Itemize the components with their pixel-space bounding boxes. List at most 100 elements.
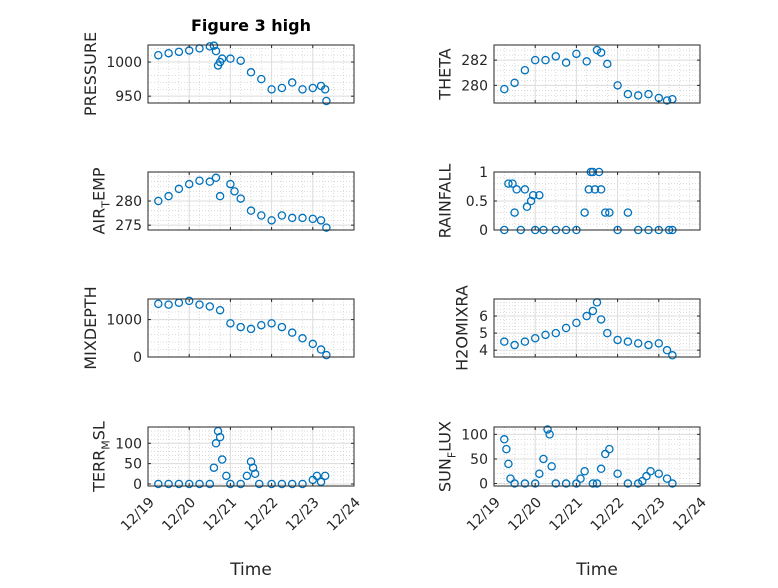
axes-box [493,44,701,104]
data-point [668,479,677,488]
data-point [500,337,509,346]
data-point [545,430,554,439]
data-point [174,47,184,57]
data-point [257,320,266,330]
data-point [287,78,297,87]
data-point [322,96,331,106]
axes-box [147,298,355,358]
data-point [510,78,519,88]
x-tick-label: 12/23 [629,495,669,535]
data-point [217,455,227,464]
data-point [623,337,633,346]
data-point [320,471,330,481]
data-point [520,337,530,346]
data-point [510,479,519,488]
subplot-1: 950 1000 PRESSURE Figure 3 high [81,16,355,116]
y-tick-label: 100 [115,436,142,452]
data-point [205,177,215,186]
data-point [322,350,331,360]
data-point [654,339,664,348]
plot-area [494,299,700,357]
data-point [605,208,614,217]
data-point [298,213,307,223]
x-axis-label: Time [229,560,272,580]
data-point [662,474,672,483]
data-point [226,54,235,63]
data-point [535,190,544,200]
data-point [236,322,245,332]
y-axis-label: TERRMSL [90,421,113,493]
subplot-4: 0 0.5 1 RAINFALL [436,164,701,239]
data-point [154,299,163,309]
data-point [164,479,173,489]
data-point [267,319,276,328]
data-point [164,48,173,58]
data-point [277,322,287,332]
data-point [576,474,585,483]
data-point [528,190,538,200]
data-point [174,184,184,194]
axes-box [147,426,355,487]
data-point [195,479,204,489]
data-point [316,216,326,225]
x-tick-label: 12/21 [546,495,586,535]
axes-box [493,426,701,487]
data-point [638,476,647,486]
data-point [298,334,307,343]
data-point [222,471,231,481]
data-point [520,185,530,194]
data-point [572,318,581,328]
data-point [502,444,511,454]
data-point [246,324,256,334]
y-tick-label: 1000 [106,313,142,329]
data-point [600,449,610,459]
data-point [154,479,163,489]
data-point [646,466,655,476]
y-tick-label: 0 [133,350,142,366]
data-point [298,479,307,489]
data-point [320,85,330,94]
data-point [623,89,633,99]
x-tick-label: 12/20 [505,495,545,535]
axes-box [147,44,355,104]
data-point [164,300,173,309]
data-point [308,83,318,93]
plot-area [148,45,354,103]
y-axis-label: SUNFLUX [436,421,459,492]
data-point [510,340,519,350]
y-axis-label: AIRTEMP [90,167,113,234]
y-tick-label: 1 [479,165,488,181]
data-point [561,58,571,67]
data-point [287,213,297,223]
y-tick-label: 950 [115,89,142,105]
y-tick-label: 280 [461,78,488,94]
data-point [257,211,266,220]
y-tick-label: 0 [479,477,488,493]
y-tick-label: 100 [461,427,488,443]
data-point [590,185,600,194]
data-point [530,55,540,65]
data-point [246,68,256,77]
data-point [613,335,622,345]
data-point [322,223,331,232]
data-point [236,479,245,489]
y-tick-label: 1000 [106,55,142,71]
y-tick-label: 5 [479,326,488,342]
x-axis-label: Time [575,560,618,580]
data-point [308,214,318,224]
y-tick-label: 50 [124,457,142,473]
data-point [572,49,581,59]
y-tick-label: 282 [461,53,488,69]
data-point [236,56,245,65]
data-point [642,471,651,481]
data-point [257,74,266,84]
data-point [287,479,297,489]
subplot-2: 280 282 THETA [436,44,701,105]
data-point [644,89,653,99]
data-point [588,306,598,316]
data-point [582,311,591,321]
data-point [500,84,509,94]
data-point [226,179,235,189]
